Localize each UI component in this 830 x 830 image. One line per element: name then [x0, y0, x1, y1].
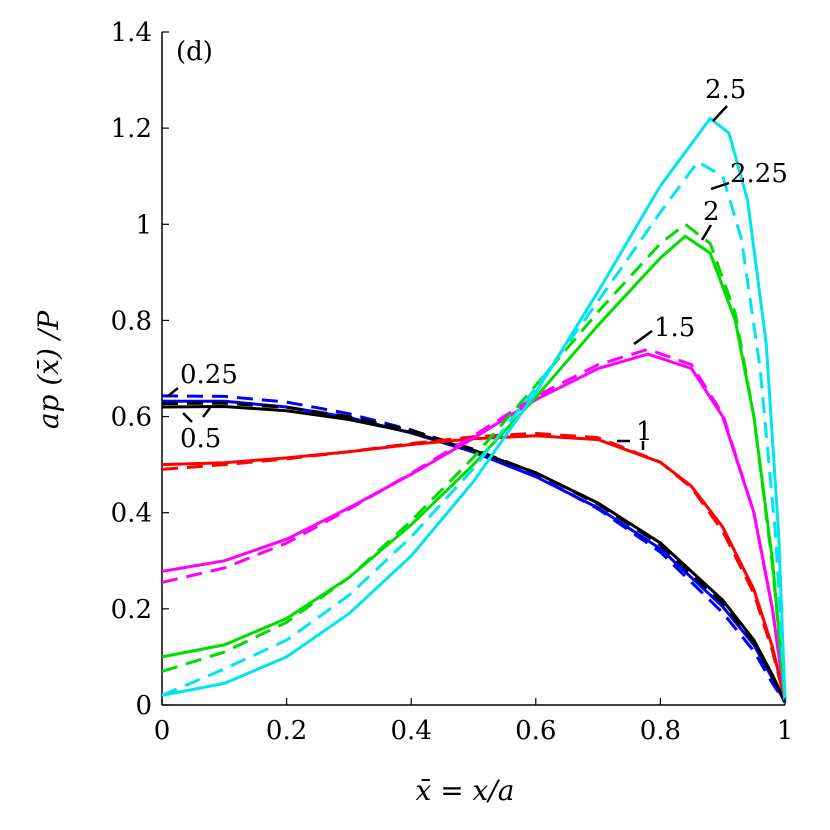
- y-tick-label: 1.2: [111, 114, 152, 144]
- x-tick-label: 1: [777, 716, 794, 746]
- annotation-leader-2_5: [712, 105, 728, 122]
- x-axis-label: x̄ = x/a: [416, 774, 515, 807]
- annotation-2_5: 2.5: [705, 75, 746, 105]
- series-line-solid-1_5: [161, 352, 787, 701]
- y-tick-label: 0.2: [111, 595, 152, 625]
- annotation-2_25: 2.25: [730, 159, 788, 189]
- x-tick-label: 0.6: [515, 716, 556, 746]
- series-line-solid-0_25: [162, 399, 787, 704]
- annotation-0_25: 0.25: [180, 360, 238, 390]
- y-tick-label: 0.4: [111, 499, 152, 529]
- series-layer: [161, 116, 787, 704]
- y-axis-label: ap (x̄) /P: [32, 310, 65, 429]
- series-line-dashed-0_5: [161, 401, 787, 702]
- annotation-leader-2_25: [710, 181, 730, 191]
- series-line-dashed-1_5: [161, 347, 787, 701]
- annotation-leader-0_5: [202, 407, 211, 418]
- annotation-2: 2: [703, 197, 720, 227]
- series-line-dashed-1: [161, 431, 787, 701]
- annotation-leader-1_5: [633, 329, 653, 346]
- annotation-leader-2: [700, 224, 713, 241]
- y-tick-label: 1.4: [111, 18, 152, 48]
- annotation-leader-0_25: [167, 387, 179, 397]
- annotation-leader-0_5: [182, 412, 193, 423]
- annotation-0_5: 0.5: [180, 424, 221, 454]
- y-tick-label: 0.8: [111, 306, 152, 336]
- x-tick-label: 0.4: [391, 716, 432, 746]
- x-tick-label: 0.2: [266, 716, 307, 746]
- annotation-layer: 0.25 0.5 1 1.5 2 2.25 2.5: [167, 75, 788, 454]
- tick-layer: 0 0.2 0.4 0.6 0.8 1 0 0.2 0.4 0.6 0.8 1 1.2 1.4: [111, 18, 794, 746]
- y-tick-label: 1: [135, 210, 152, 240]
- series-line-dashed-2: [161, 222, 787, 701]
- series-line-solid-0_5: [161, 404, 787, 702]
- series-line-solid-2_5: [161, 116, 787, 701]
- panel-label: (d): [176, 37, 213, 67]
- x-tick-label: 0: [154, 716, 171, 746]
- annotation-1: 1: [636, 417, 653, 447]
- series-line-dashed-2_25: [161, 159, 787, 701]
- series-line-solid-2: [161, 234, 787, 701]
- y-tick-label: 0.6: [111, 403, 152, 433]
- annotation-1_5: 1.5: [654, 313, 695, 343]
- plot-frame: [161, 32, 785, 706]
- y-tick-label: 0: [135, 691, 152, 721]
- series-line-solid-1: [161, 434, 787, 701]
- x-tick-label: 0.8: [640, 716, 681, 746]
